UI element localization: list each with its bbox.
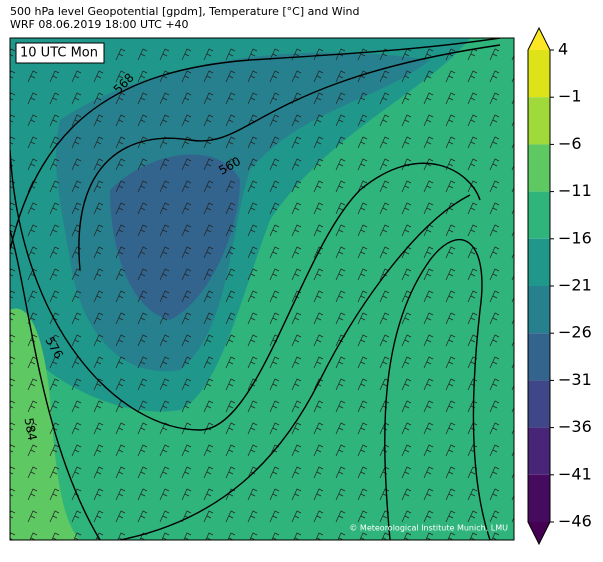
colorbar-band bbox=[528, 333, 550, 381]
colorbar-band bbox=[528, 380, 550, 428]
colorbar-tick-label: 4 bbox=[558, 40, 568, 59]
colorbar-band bbox=[528, 144, 550, 192]
credit: © Meteorological Institute Munich, LMU bbox=[349, 524, 508, 533]
colorbar-tick-label: −41 bbox=[558, 464, 592, 483]
colorbar-band bbox=[528, 286, 550, 334]
contour-label: 584 bbox=[22, 417, 40, 442]
time-label: 10 UTC Mon bbox=[20, 46, 98, 61]
colorbar-band bbox=[528, 191, 550, 239]
colorbar-tick-label: −11 bbox=[558, 181, 592, 200]
colorbar-tick-label: −26 bbox=[558, 323, 592, 342]
colorbar-extend bbox=[528, 28, 550, 50]
time-box bbox=[15, 42, 105, 64]
contours bbox=[10, 38, 501, 540]
colorbar-band bbox=[528, 97, 550, 145]
wind-barbs bbox=[10, 38, 514, 540]
colorbar-tick-label: −21 bbox=[558, 276, 592, 295]
colorbar-tick-label: −1 bbox=[558, 87, 582, 106]
colorbar-band bbox=[528, 50, 550, 98]
colorbar-tick-label: −36 bbox=[558, 417, 592, 436]
map: 10 UTC Mon 568 560 576 584 © Meteorologi… bbox=[10, 38, 514, 540]
colorbar: 4 −1 −6 −11 −16 −21 −26 −31 −36 −41 −46 bbox=[527, 26, 592, 546]
colorbar-band bbox=[528, 474, 550, 522]
subtitle: WRF 08.06.2019 18:00 UTC +40 bbox=[10, 18, 189, 31]
colorbar-tick-label: −46 bbox=[558, 512, 592, 531]
title: 500 hPa level Geopotential [gpdm], Tempe… bbox=[10, 5, 359, 18]
colorbar-extend bbox=[528, 522, 550, 544]
map-frame bbox=[9, 37, 515, 541]
colorbar-tick-label: −16 bbox=[558, 228, 592, 247]
colorbar-tick-label: −6 bbox=[558, 134, 582, 153]
colorbar-band bbox=[528, 238, 550, 286]
colorbar-band bbox=[528, 427, 550, 475]
colorbar-tick-label: −31 bbox=[558, 370, 592, 389]
